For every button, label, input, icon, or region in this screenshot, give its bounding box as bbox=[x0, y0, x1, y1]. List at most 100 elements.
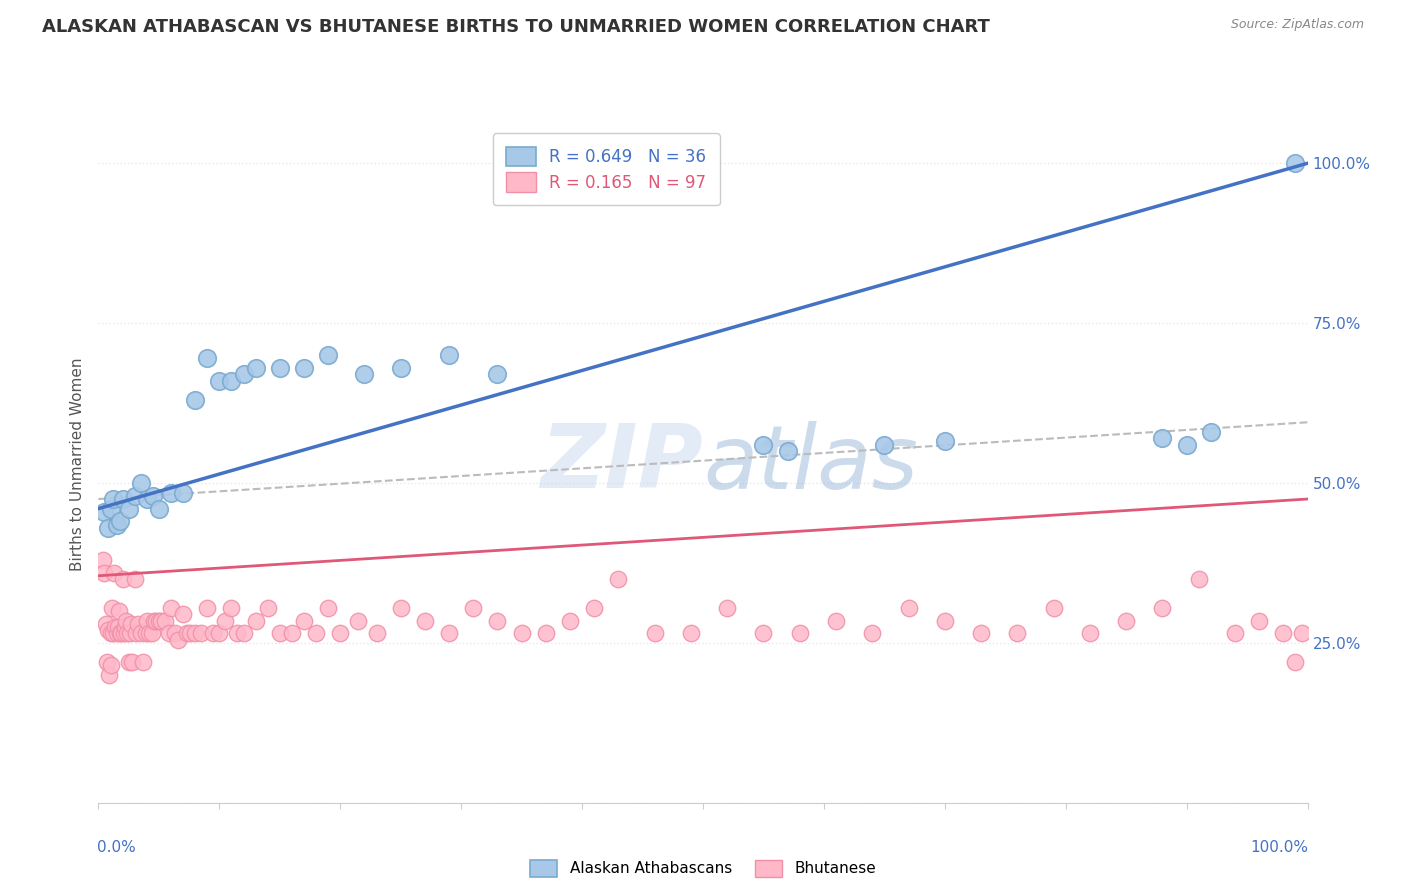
Point bbox=[1175, 437, 1198, 451]
Text: Source: ZipAtlas.com: Source: ZipAtlas.com bbox=[1230, 18, 1364, 31]
Point bbox=[118, 501, 141, 516]
Point bbox=[195, 351, 218, 366]
Point bbox=[176, 626, 198, 640]
Point bbox=[607, 572, 630, 586]
Point bbox=[135, 626, 157, 640]
Point bbox=[1249, 614, 1271, 628]
Point bbox=[226, 626, 249, 640]
Point bbox=[486, 614, 509, 628]
Point bbox=[100, 658, 122, 673]
Point bbox=[292, 614, 315, 628]
Point bbox=[1291, 626, 1313, 640]
Point bbox=[111, 491, 134, 506]
Point bbox=[245, 614, 267, 628]
Point bbox=[184, 392, 207, 407]
Point bbox=[118, 655, 141, 669]
Point bbox=[163, 626, 186, 640]
Point bbox=[208, 374, 231, 388]
Point bbox=[148, 501, 170, 516]
Point bbox=[316, 600, 339, 615]
Point bbox=[179, 626, 201, 640]
Point bbox=[934, 614, 956, 628]
Point bbox=[100, 626, 122, 640]
Point bbox=[214, 614, 236, 628]
Point bbox=[190, 626, 212, 640]
Point bbox=[1042, 600, 1064, 615]
Point bbox=[101, 491, 124, 506]
Point bbox=[103, 566, 125, 580]
Point bbox=[256, 600, 278, 615]
Point bbox=[437, 348, 460, 362]
Point bbox=[108, 626, 131, 640]
Point bbox=[150, 614, 173, 628]
Point bbox=[1115, 614, 1137, 628]
Point bbox=[160, 485, 183, 500]
Point bbox=[112, 626, 135, 640]
Point bbox=[789, 626, 811, 640]
Point bbox=[129, 626, 152, 640]
Point bbox=[142, 489, 165, 503]
Legend: Alaskan Athabascans, Bhutanese: Alaskan Athabascans, Bhutanese bbox=[523, 854, 883, 883]
Point bbox=[124, 489, 146, 503]
Point bbox=[127, 616, 149, 631]
Point bbox=[184, 626, 207, 640]
Point bbox=[437, 626, 460, 640]
Point bbox=[125, 626, 148, 640]
Point bbox=[115, 614, 138, 628]
Point bbox=[934, 434, 956, 449]
Point bbox=[145, 614, 167, 628]
Point bbox=[108, 515, 131, 529]
Point bbox=[1078, 626, 1101, 640]
Point bbox=[644, 626, 666, 640]
Point bbox=[752, 626, 775, 640]
Point bbox=[413, 614, 436, 628]
Point bbox=[110, 626, 132, 640]
Point bbox=[1199, 425, 1222, 439]
Point bbox=[558, 614, 581, 628]
Point bbox=[100, 600, 122, 615]
Point bbox=[96, 655, 118, 669]
Point bbox=[105, 517, 128, 532]
Point bbox=[121, 655, 143, 669]
Point bbox=[1188, 572, 1211, 586]
Point bbox=[135, 614, 157, 628]
Point bbox=[329, 626, 352, 640]
Point bbox=[172, 485, 194, 500]
Point bbox=[752, 437, 775, 451]
Point bbox=[138, 626, 160, 640]
Point bbox=[117, 626, 139, 640]
Point bbox=[97, 623, 120, 637]
Point bbox=[389, 360, 412, 375]
Point bbox=[97, 521, 120, 535]
Point bbox=[100, 501, 122, 516]
Point bbox=[91, 553, 114, 567]
Point bbox=[143, 614, 166, 628]
Point bbox=[124, 572, 146, 586]
Point bbox=[160, 600, 183, 615]
Point bbox=[202, 626, 225, 640]
Point bbox=[897, 600, 920, 615]
Point bbox=[101, 626, 124, 640]
Point bbox=[679, 626, 702, 640]
Point bbox=[534, 626, 557, 640]
Point bbox=[141, 626, 163, 640]
Point bbox=[132, 655, 155, 669]
Point bbox=[366, 626, 388, 640]
Point bbox=[389, 600, 412, 615]
Point bbox=[305, 626, 328, 640]
Point bbox=[1223, 626, 1246, 640]
Point bbox=[221, 374, 243, 388]
Point bbox=[129, 476, 152, 491]
Point bbox=[221, 600, 243, 615]
Point bbox=[281, 626, 304, 640]
Point bbox=[107, 620, 129, 634]
Point bbox=[153, 614, 176, 628]
Point bbox=[157, 626, 180, 640]
Point bbox=[105, 626, 128, 640]
Point bbox=[120, 616, 142, 631]
Point bbox=[167, 632, 190, 647]
Point bbox=[776, 444, 799, 458]
Y-axis label: Births to Unmarried Women: Births to Unmarried Women bbox=[69, 357, 84, 571]
Point bbox=[583, 600, 606, 615]
Point bbox=[118, 626, 141, 640]
